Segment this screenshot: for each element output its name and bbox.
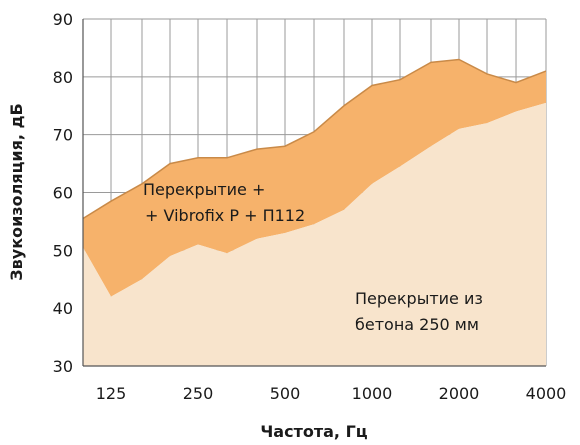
y-tick-label: 50 <box>53 241 73 260</box>
y-tick-label: 60 <box>53 184 73 203</box>
x-tick-label: 2000 <box>439 384 480 403</box>
annotation-bottom-line-2: бетона 250 мм <box>355 315 479 334</box>
y-tick-label: 30 <box>53 357 73 376</box>
y-axis-title: Звукоизоляция, дБ <box>7 103 26 280</box>
line-series-top <box>82 58 547 220</box>
annotation-bottom-line-1: Перекрытие из <box>355 289 483 308</box>
y-tick-label: 80 <box>53 68 73 87</box>
annotation-top-line-2: + Vibrofix P + П112 <box>145 206 305 225</box>
y-tick-label: 90 <box>53 10 73 29</box>
x-tick-label: 250 <box>183 384 214 403</box>
x-tick-label: 125 <box>96 384 127 403</box>
x-tick-label: 4000 <box>526 384 567 403</box>
areas <box>82 58 547 366</box>
annotation-top-line-1: Перекрытие + <box>143 180 265 199</box>
x-tick-label: 1000 <box>352 384 393 403</box>
x-axis-title: Частота, Гц <box>260 422 367 441</box>
y-tick-label: 40 <box>53 299 73 318</box>
axes <box>82 19 546 367</box>
area-series-top <box>83 59 546 297</box>
x-axis-ticks: 125 250 500 1000 2000 4000 <box>96 384 567 403</box>
x-tick-label: 500 <box>270 384 301 403</box>
area-series-bottom <box>83 102 546 366</box>
y-axis-ticks: 30 40 50 60 70 80 90 <box>53 10 73 376</box>
y-tick-label: 70 <box>53 126 73 145</box>
